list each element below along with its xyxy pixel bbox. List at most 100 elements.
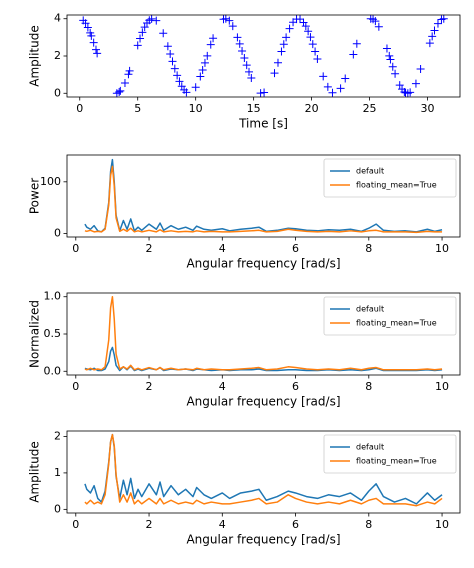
y-tick-label: 100 <box>40 175 61 188</box>
marker <box>166 49 175 58</box>
y-axis-label: Amplitude <box>28 25 42 87</box>
marker <box>406 88 415 97</box>
x-tick-label: 25 <box>363 102 377 115</box>
x-tick-label: 30 <box>421 102 435 115</box>
marker <box>260 88 269 97</box>
marker <box>87 31 96 40</box>
line <box>84 158 443 233</box>
marker <box>306 33 315 42</box>
x-tick-label: 4 <box>219 242 226 255</box>
marker <box>196 72 205 81</box>
y-tick-label: 4 <box>54 12 61 25</box>
marker <box>116 86 125 95</box>
x-tick-label: 2 <box>146 518 153 531</box>
marker <box>120 79 129 88</box>
marker <box>428 32 437 41</box>
marker <box>352 39 361 48</box>
marker <box>411 79 420 88</box>
marker <box>138 28 147 37</box>
y-tick-label: 2 <box>54 429 61 442</box>
axes-frame <box>66 14 461 98</box>
x-tick-label: 10 <box>189 102 203 115</box>
marker <box>124 70 133 79</box>
marker <box>233 33 242 42</box>
axes-frame <box>66 154 461 238</box>
marker <box>136 34 145 43</box>
y-tick-label: 0.0 <box>44 364 62 377</box>
marker <box>173 71 182 80</box>
marker <box>238 46 247 55</box>
line <box>84 165 443 234</box>
legend-box <box>323 434 457 474</box>
y-axis-label: Normalized <box>28 300 42 368</box>
marker <box>277 47 286 56</box>
marker <box>336 84 345 93</box>
marker <box>382 44 391 53</box>
marker <box>115 87 124 96</box>
marker <box>83 23 92 32</box>
marker <box>163 42 172 51</box>
marker <box>328 88 337 97</box>
marker <box>385 51 394 60</box>
line <box>84 433 443 507</box>
marker <box>289 18 298 27</box>
marker <box>301 22 310 31</box>
marker <box>349 50 358 59</box>
x-tick-label: 2 <box>146 380 153 393</box>
marker <box>168 57 177 66</box>
x-tick-label: 10 <box>435 242 449 255</box>
marker <box>235 39 244 48</box>
marker <box>225 16 234 25</box>
y-tick-label: 2 <box>54 49 61 62</box>
marker <box>430 26 439 35</box>
x-axis-label: Angular frequency [rad/s] <box>186 257 340 271</box>
marker <box>93 49 102 58</box>
marker <box>371 17 380 26</box>
marker <box>296 15 305 24</box>
x-tick-label: 6 <box>292 518 299 531</box>
legend-label: default <box>356 167 384 176</box>
y-tick-label: 1.0 <box>44 290 62 303</box>
legend: default floating_mean=True <box>323 434 457 474</box>
marker <box>221 14 230 23</box>
x-axis-label: Angular frequency [rad/s] <box>186 533 340 547</box>
marker <box>311 47 320 56</box>
marker <box>374 22 383 31</box>
x-tick-label: 5 <box>134 102 141 115</box>
marker <box>245 67 254 76</box>
marker <box>285 24 294 33</box>
legend-label: default <box>356 443 384 452</box>
marker <box>391 69 400 78</box>
legend-label: floating_mean=True <box>356 319 437 328</box>
marker <box>416 65 425 74</box>
axes-frame <box>66 430 461 514</box>
legend: default floating_mean=True <box>323 296 457 336</box>
legend-box <box>323 158 457 198</box>
x-tick-label: 8 <box>365 242 372 255</box>
marker <box>388 62 397 71</box>
subplot: 0 5 10 15 20 25 30 0 2 4 Time [s] Amplitude <box>28 12 461 131</box>
x-tick-label: 8 <box>365 518 372 531</box>
marker <box>273 58 282 67</box>
x-tick-label: 0 <box>72 380 79 393</box>
marker <box>395 81 404 90</box>
marker <box>228 22 237 31</box>
marker <box>140 23 149 32</box>
x-tick-label: 8 <box>365 380 372 393</box>
marker <box>313 54 322 63</box>
marker <box>242 61 251 70</box>
marker <box>89 38 98 47</box>
x-tick-label: 0 <box>72 518 79 531</box>
legend-label: floating_mean=True <box>356 181 437 190</box>
x-axis-label: Time [s] <box>238 117 288 131</box>
y-tick-label: 0 <box>54 502 61 515</box>
legend-label: floating_mean=True <box>356 457 437 466</box>
marker <box>200 58 209 67</box>
legend: default floating_mean=True <box>323 158 457 198</box>
legend-box <box>323 296 457 336</box>
marker <box>319 72 328 81</box>
marker <box>206 40 215 49</box>
x-tick-label: 0 <box>72 242 79 255</box>
marker <box>270 69 279 78</box>
marker <box>304 27 313 36</box>
